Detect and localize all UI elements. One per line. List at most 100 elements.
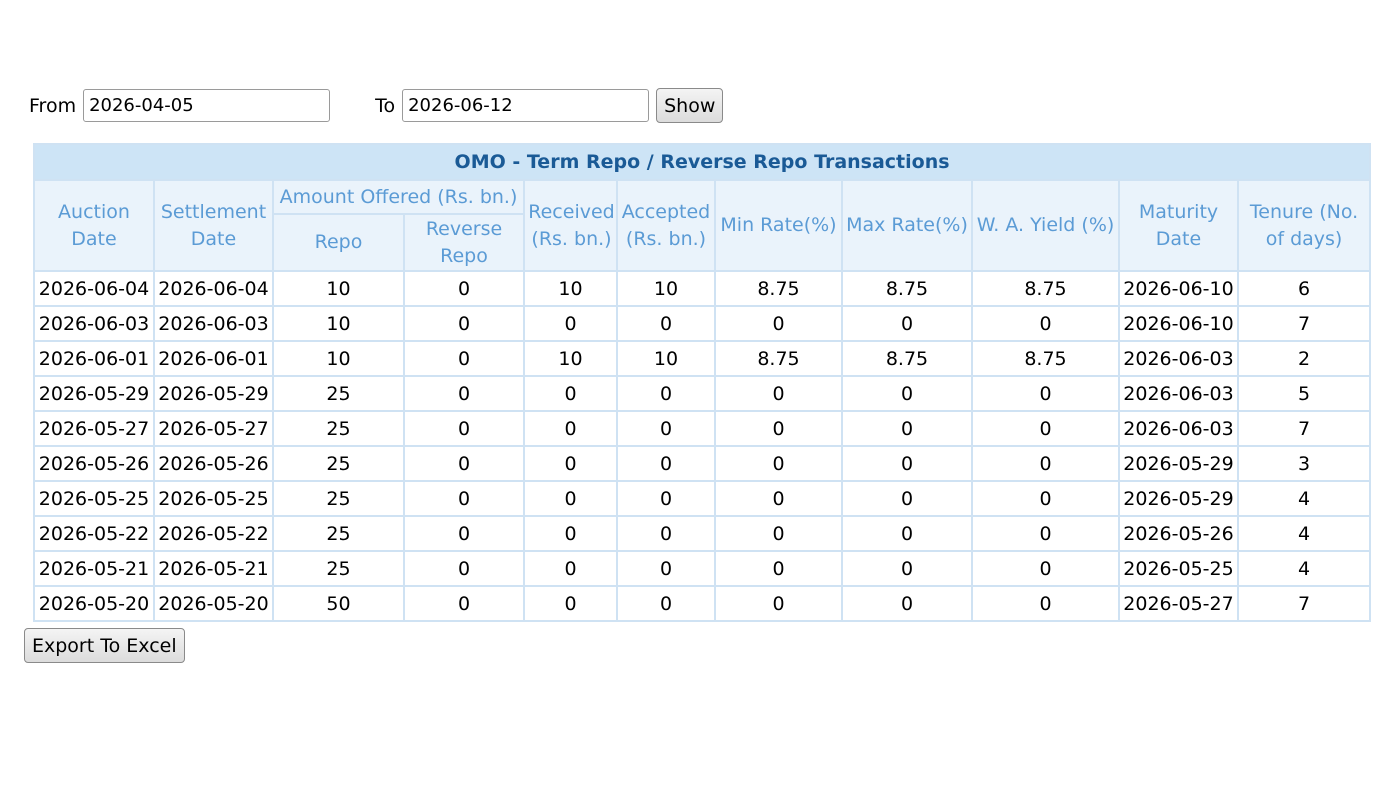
table-cell: 0: [714, 585, 843, 622]
table-cell: 7: [1236, 585, 1372, 622]
table-cell: 0: [616, 375, 716, 412]
table-cell: 0: [714, 515, 843, 552]
table-cell: 0: [841, 305, 973, 342]
table-cell: 0: [714, 410, 843, 447]
table-cell: 2026-05-21: [33, 550, 155, 587]
table-row: 2026-05-29 2026-05-29 25 0 0 0 0 0 0 2026-06-03 5: [33, 375, 1372, 412]
to-label: To: [375, 94, 396, 117]
table-cell: 0: [523, 480, 618, 517]
table-cell: 8.75: [971, 270, 1120, 307]
table-cell: 2026-05-29: [33, 375, 155, 412]
header-reverse-repo: Reverse Repo: [403, 213, 525, 272]
table-cell: 2026-06-03: [1118, 340, 1239, 377]
table-cell: 0: [616, 480, 716, 517]
table-cell: 8.75: [841, 270, 973, 307]
export-to-excel-button[interactable]: Export To Excel: [24, 628, 185, 663]
table-row: 2026-05-27 2026-05-27 25 0 0 0 0 0 0 2026-06-03 7: [33, 410, 1372, 447]
header-auction-date: Auction Date: [33, 179, 155, 272]
table-cell: 0: [714, 550, 843, 587]
table-cell: 2026-06-01: [153, 340, 274, 377]
table-cell: 2026-05-29: [153, 375, 274, 412]
table-cell: 0: [403, 550, 525, 587]
table-cell: 2026-05-26: [153, 445, 274, 482]
table-cell: 2026-05-20: [33, 585, 155, 622]
table-row: 2026-06-03 2026-06-03 10 0 0 0 0 0 0 2026-06-10 7: [33, 305, 1372, 342]
table-cell: 0: [523, 375, 618, 412]
table-cell: 0: [616, 550, 716, 587]
table-cell: 2026-05-20: [153, 585, 274, 622]
table-cell: 0: [523, 585, 618, 622]
header-min-rate: Min Rate(%): [714, 179, 843, 272]
table-cell: 0: [403, 445, 525, 482]
table-cell: 0: [403, 585, 525, 622]
table-row: 2026-05-22 2026-05-22 25 0 0 0 0 0 0 2026-05-26 4: [33, 515, 1372, 552]
table-cell: 0: [714, 480, 843, 517]
table-cell: 2026-06-03: [33, 305, 155, 342]
table-cell: 8.75: [971, 340, 1120, 377]
table-cell: 0: [616, 410, 716, 447]
table-cell: 0: [523, 550, 618, 587]
table-cell: 25: [272, 480, 405, 517]
table-cell: 2026-05-21: [153, 550, 274, 587]
table-cell: 10: [616, 340, 716, 377]
table-row: 2026-05-26 2026-05-26 25 0 0 0 0 0 0 2026-05-29 3: [33, 445, 1372, 482]
show-button[interactable]: Show: [656, 88, 724, 123]
table-cell: 8.75: [714, 270, 843, 307]
table-cell: 0: [971, 550, 1120, 587]
table-cell: 2026-05-29: [1118, 480, 1239, 517]
table-cell: 25: [272, 445, 405, 482]
from-date-input[interactable]: [83, 89, 331, 122]
table-cell: 2026-05-27: [1118, 585, 1239, 622]
table-cell: 0: [971, 515, 1120, 552]
table-row: 2026-06-01 2026-06-01 10 0 10 10 8.75 8.75 8.75 2…: [33, 340, 1372, 377]
table-cell: 10: [523, 270, 618, 307]
table-cell: 0: [403, 480, 525, 517]
table-cell: 0: [523, 410, 618, 447]
table-cell: 2: [1236, 340, 1372, 377]
table-cell: 2026-05-25: [1118, 550, 1239, 587]
table-cell: 0: [841, 585, 973, 622]
table-cell: 6: [1236, 270, 1372, 307]
header-repo: Repo: [272, 213, 405, 272]
table-cell: 25: [272, 410, 405, 447]
table-cell: 5: [1236, 375, 1372, 412]
table-cell: 0: [971, 375, 1120, 412]
table-cell: 0: [403, 410, 525, 447]
table-cell: 2026-06-04: [153, 270, 274, 307]
table-cell: 4: [1236, 550, 1372, 587]
header-settlement-date: Settlement Date: [153, 179, 274, 272]
table-cell: 25: [272, 375, 405, 412]
table-cell: 0: [841, 550, 973, 587]
table-cell: 7: [1236, 410, 1372, 447]
table-cell: 8.75: [841, 340, 973, 377]
table-cell: 4: [1236, 480, 1372, 517]
table-cell: 3: [1236, 445, 1372, 482]
table-cell: 2026-06-10: [1118, 270, 1239, 307]
table-cell: 0: [403, 375, 525, 412]
header-maturity-date: Maturity Date: [1118, 179, 1239, 272]
table-cell: 0: [523, 445, 618, 482]
to-date-input[interactable]: [402, 89, 650, 122]
table-cell: 0: [616, 445, 716, 482]
table-cell: 25: [272, 515, 405, 552]
repo-transactions-table: OMO - Term Repo / Reverse Repo Transacti…: [32, 143, 1372, 622]
header-accepted: Accepted (Rs. bn.): [616, 179, 716, 272]
table-row: 2026-05-20 2026-05-20 50 0 0 0 0 0 0 2026-05-27 7: [33, 585, 1372, 622]
table-cell: 2026-06-03: [153, 305, 274, 342]
table-cell: 0: [841, 375, 973, 412]
from-label: From: [29, 94, 77, 117]
table-cell: 0: [841, 480, 973, 517]
table-cell: 0: [971, 585, 1120, 622]
table-cell: 0: [616, 585, 716, 622]
table-row: 2026-06-04 2026-06-04 10 0 10 10 8.75 8.75 8.75 2…: [33, 270, 1372, 307]
table-cell: 0: [841, 410, 973, 447]
table-cell: 0: [971, 480, 1120, 517]
table-cell: 10: [616, 270, 716, 307]
table-cell: 2026-05-25: [33, 480, 155, 517]
table-cell: 0: [714, 305, 843, 342]
table-cell: 0: [841, 515, 973, 552]
table-cell: 10: [523, 340, 618, 377]
table-cell: 2026-06-04: [33, 270, 155, 307]
table-cell: 2026-05-22: [33, 515, 155, 552]
table-cell: 7: [1236, 305, 1372, 342]
